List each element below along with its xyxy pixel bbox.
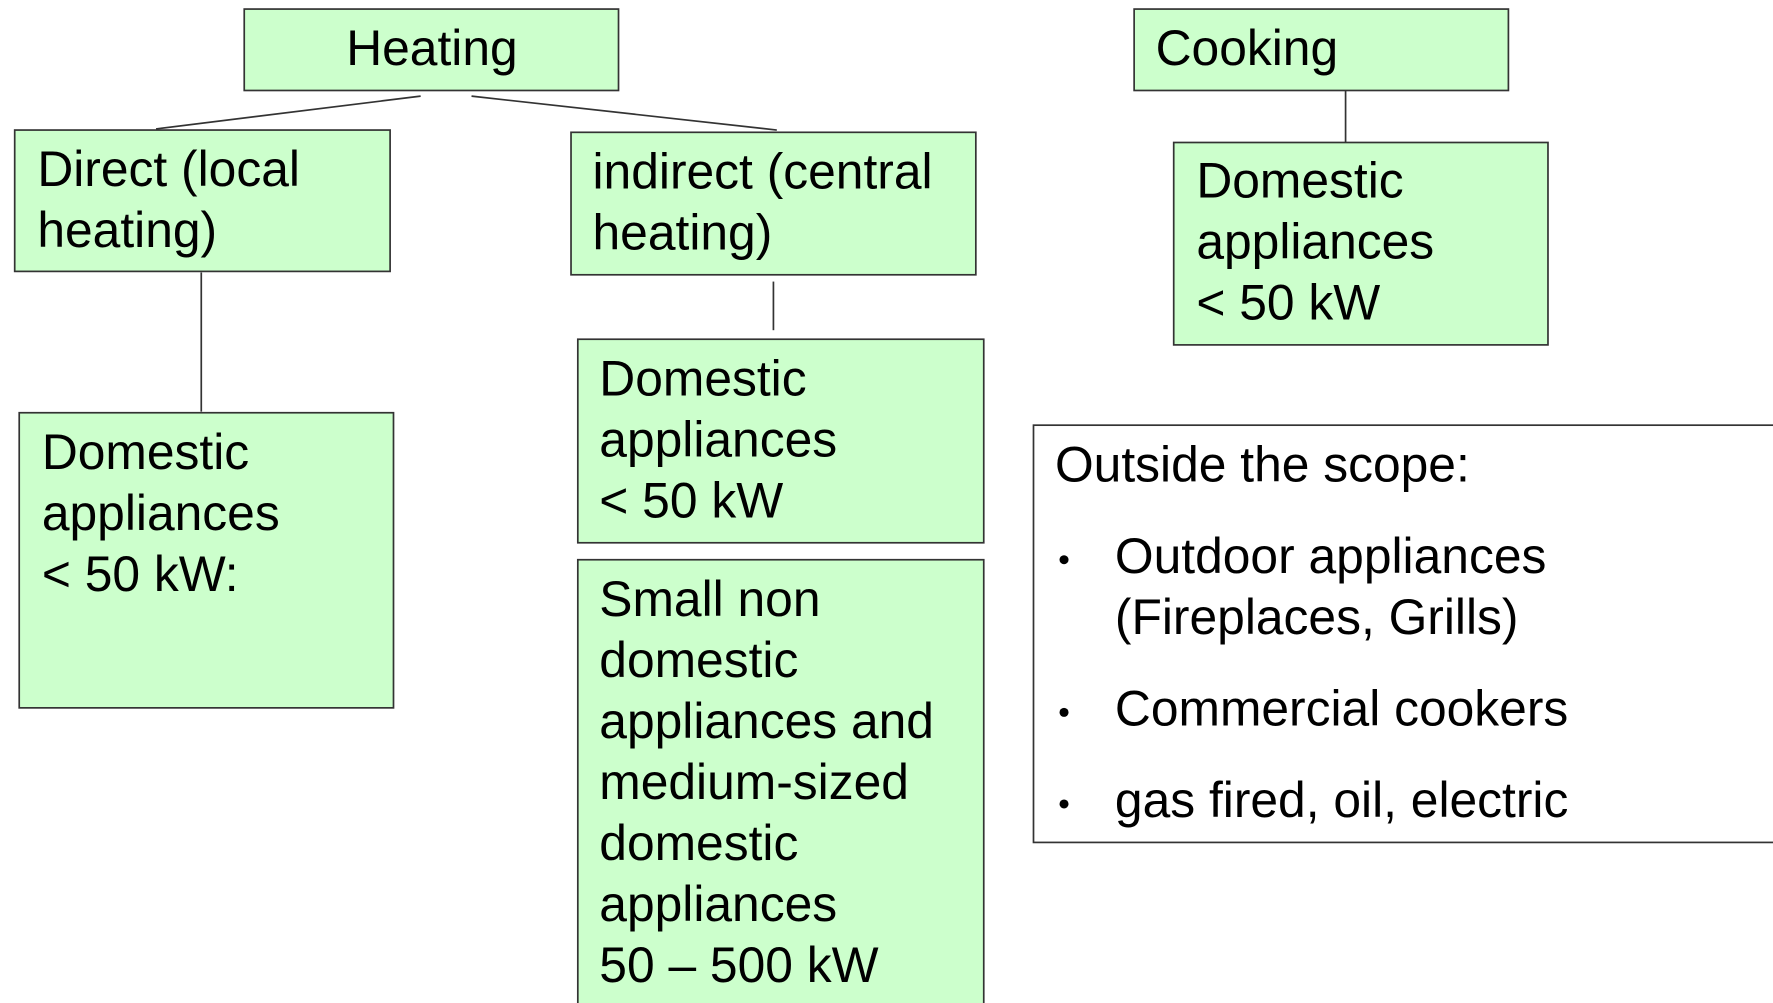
node-box <box>1172 141 1549 346</box>
node-label: appliances <box>599 411 837 467</box>
node-box <box>18 411 395 709</box>
connector <box>155 95 421 130</box>
node-box <box>576 338 985 544</box>
node-label: Domestic <box>42 424 249 480</box>
node-label: heating) <box>37 202 217 258</box>
node-label: medium-sized <box>599 754 909 810</box>
scope-item: Commercial cookers <box>1115 681 1568 737</box>
scope-item: (Fireplaces, Grills) <box>1115 589 1519 645</box>
node-box <box>576 558 985 1003</box>
bullet <box>1059 707 1069 717</box>
node-box <box>13 129 391 273</box>
node-label: domestic <box>599 815 798 871</box>
node-label: heating) <box>593 204 773 260</box>
node-label: Cooking <box>1156 20 1339 76</box>
node-label: < 50 kW: <box>42 546 239 602</box>
node-box <box>243 8 620 92</box>
node-box <box>570 131 977 276</box>
node-label: 50 – 500 kW <box>599 937 878 993</box>
node-label: Small non <box>599 571 820 627</box>
scope-item: gas fired, oil, electric <box>1115 772 1568 828</box>
bullet <box>1059 799 1069 809</box>
node-label: Direct (local <box>37 141 300 197</box>
node-label: appliances <box>42 485 280 541</box>
node-label: appliances and <box>599 693 934 749</box>
node-label: < 50 kW <box>1196 275 1380 331</box>
node-label: domestic <box>599 632 798 688</box>
scope-item: Outdoor appliances <box>1115 528 1546 584</box>
node-label: appliances <box>1196 214 1434 270</box>
node-label: Domestic <box>1196 152 1403 208</box>
connector <box>471 95 777 131</box>
node-label: < 50 kW <box>599 472 783 528</box>
node-label: Domestic <box>599 350 806 406</box>
node-label: appliances <box>599 876 837 932</box>
node-label: indirect (central <box>593 143 933 199</box>
scope-title: Outside the scope: <box>1055 436 1470 492</box>
scope-box <box>1032 424 1773 844</box>
bullet <box>1059 555 1069 565</box>
node-label: Heating <box>346 20 517 76</box>
node-box <box>1133 8 1510 92</box>
